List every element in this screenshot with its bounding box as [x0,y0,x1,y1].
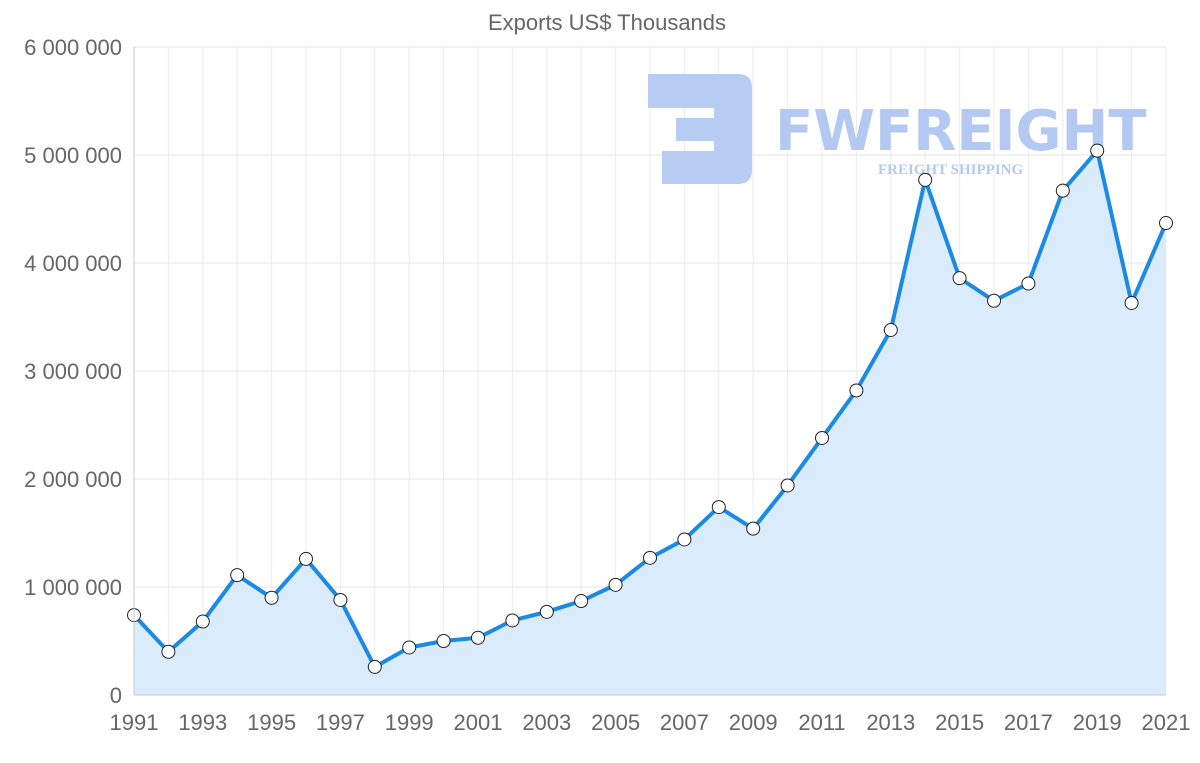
watermark-tagline: FREIGHT SHIPPING [878,162,1023,178]
data-point [471,630,485,645]
data-point [815,430,829,445]
data-point [883,322,898,337]
data-point [711,500,726,515]
data-point [333,592,348,607]
y-tick-label: 4 000 000 [24,251,122,276]
data-point [161,644,176,659]
x-tick-label: 2007 [660,710,709,735]
x-tick-label: 2015 [935,710,984,735]
data-point [367,659,382,674]
x-tick-label: 2001 [454,710,503,735]
data-point [952,271,967,286]
y-tick-label: 1 000 000 [24,575,122,600]
x-tick-label: 2005 [591,710,640,735]
x-tick-label: 2021 [1142,710,1191,735]
data-point [1124,295,1139,310]
data-point [643,550,657,565]
y-tick-label: 2 000 000 [24,467,122,492]
x-tick-label: 2017 [1004,710,1053,735]
data-point [539,604,554,619]
data-point [264,590,279,605]
chart-title: Exports US$ Thousands [488,10,726,35]
data-point [677,532,692,547]
y-tick-label: 0 [110,683,122,708]
data-point [608,577,623,592]
axes: 0 1 000 000 2 000 000 3 000 000 4 000 000 5 0… [24,35,1190,735]
data-point [1159,216,1173,231]
data-point [780,478,795,493]
x-tick-label: 1993 [178,710,227,735]
y-tick-label: 5 000 000 [24,143,122,168]
data-point [402,640,417,655]
data-point [746,521,761,536]
y-tick-label: 3 000 000 [24,359,122,384]
data-point [195,614,210,629]
x-tick-label: 2003 [522,710,571,735]
data-point [1055,183,1070,198]
x-tick-label: 2009 [729,710,778,735]
data-point [849,383,864,398]
y-tick-label: 6 000 000 [24,35,122,60]
x-tick-label: 2019 [1073,710,1122,735]
data-point [987,293,1001,308]
data-point [299,551,313,566]
data-point [436,634,451,648]
x-tick-label: 1997 [316,710,365,735]
data-point [1021,276,1036,291]
fwfreight-watermark: FWFREIGHT FREIGHT SHIPPING [648,74,1147,184]
x-tick-label: 1999 [385,710,434,735]
data-point [918,172,933,187]
x-tick-label: 2013 [866,710,915,735]
series-area-fill [134,150,1166,695]
fwfreight-logo-icon [648,74,752,184]
watermark-brand: FWFREIGHT [775,99,1147,164]
x-tick-label: 1991 [110,710,159,735]
data-point [574,594,589,609]
data-point [1090,143,1105,158]
data-point [230,568,245,583]
series-layer [127,143,1173,695]
x-tick-label: 2011 [798,710,845,735]
data-point [505,613,520,628]
x-tick-label: 1995 [247,710,296,735]
